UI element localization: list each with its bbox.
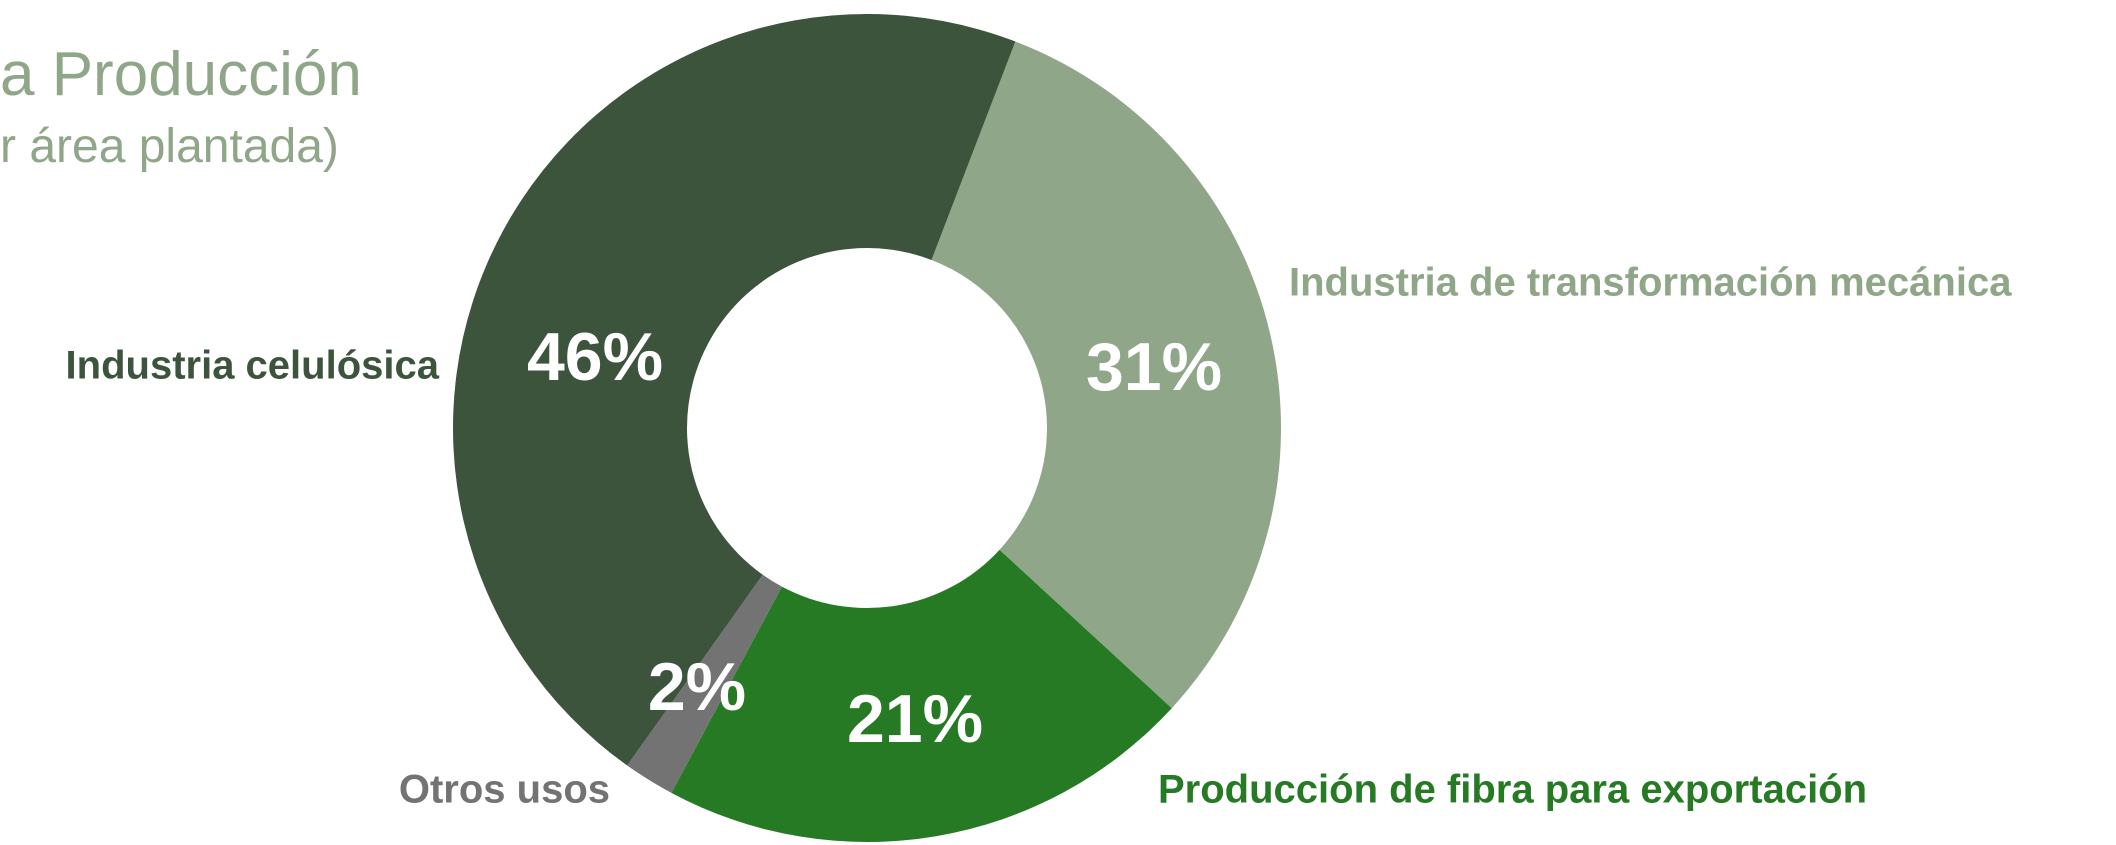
- chart-title: a Producción: [0, 40, 362, 109]
- value-label: 46%: [527, 319, 663, 395]
- value-label: 31%: [1086, 329, 1222, 405]
- value-label: 21%: [847, 681, 983, 757]
- donut-slice: [671, 549, 1172, 842]
- chart-subtitle: r área plantada): [0, 120, 339, 173]
- category-label: Otros usos: [399, 768, 610, 812]
- donut-slice: [931, 41, 1281, 709]
- category-label: Industria de transformación mecánica: [1289, 261, 2012, 305]
- donut-slice: [453, 13, 1016, 766]
- category-label: Producción de fibra para exportación: [1158, 768, 1867, 812]
- value-label: 2%: [648, 649, 746, 725]
- donut-slice: [627, 574, 782, 793]
- category-label: Industria celulósica: [66, 344, 440, 388]
